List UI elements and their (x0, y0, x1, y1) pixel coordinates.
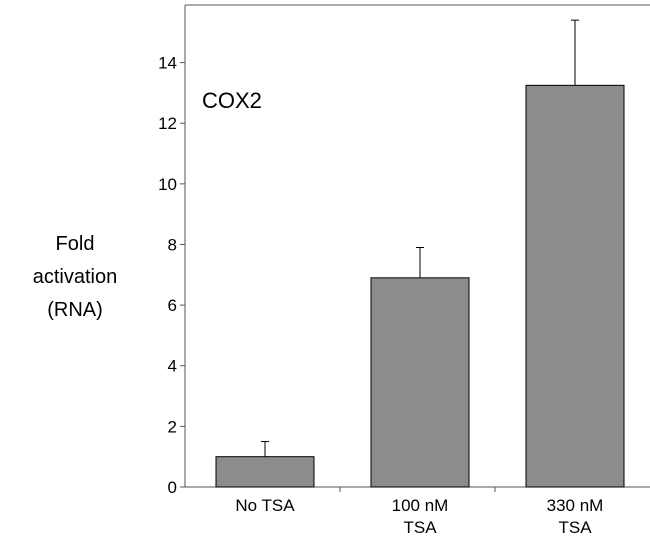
y-tick-label: 4 (168, 357, 177, 376)
y-tick-label: 8 (168, 235, 177, 254)
x-tick-label: 330 nM TSA (547, 496, 604, 537)
x-tick-labels: No TSA 100 nM TSA 330 nM TSA (235, 496, 603, 537)
y-tick-label: 0 (168, 478, 177, 497)
y-tick-label: 12 (158, 114, 177, 133)
y-ticks: 0 2 4 6 8 10 12 14 (158, 54, 185, 497)
bar (525, 84, 625, 488)
panel-label: COX2 (202, 88, 262, 113)
y-axis-label-line: Fold (56, 233, 95, 255)
bar (215, 456, 315, 488)
x-tick-label: 100 nM TSA (392, 496, 449, 537)
bar (370, 277, 470, 488)
y-axis-label-line: (RNA) (47, 299, 103, 321)
bars (215, 84, 625, 488)
y-axis-label: Fold activation (RNA) (33, 233, 118, 321)
y-tick-label: 14 (158, 54, 177, 73)
y-tick-label: 6 (168, 296, 177, 315)
y-tick-label: 10 (158, 175, 177, 194)
error-bars (261, 19, 579, 457)
x-tick-label: No TSA (235, 496, 295, 515)
y-tick-label: 2 (168, 417, 177, 436)
y-axis-label-line: activation (33, 266, 118, 288)
